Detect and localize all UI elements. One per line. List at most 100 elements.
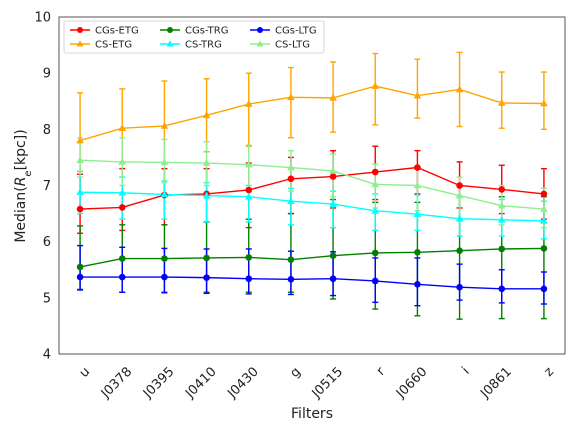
legend-label-cgs-trg: CGs-TRG xyxy=(185,26,228,37)
data-point-cgs-etg xyxy=(76,205,84,213)
x-tick-label: J0515 xyxy=(309,364,346,401)
data-point-cs-ltg xyxy=(118,157,127,165)
y-tick-label: 5 xyxy=(43,291,51,306)
series-line-cgs-ltg xyxy=(80,276,544,290)
data-point-cs-ltg xyxy=(371,180,380,188)
y-tick-label: 6 xyxy=(43,235,51,250)
data-point-cgs-trg xyxy=(456,247,463,254)
y-axis-label: Median(Re[kpc]) xyxy=(13,129,34,242)
legend-marker-cs-ltg xyxy=(256,40,264,47)
y-tick-label: 10 xyxy=(34,11,51,26)
errorbar-cgs-ltg xyxy=(330,251,337,297)
data-point-cs-ltg xyxy=(244,160,253,168)
legend-label-cs-trg: CS-TRG xyxy=(185,40,222,51)
data-point-cs-trg xyxy=(329,199,337,207)
data-point-cs-ltg xyxy=(455,191,464,199)
x-axis-label: Filters xyxy=(291,406,333,422)
data-point-cs-trg xyxy=(540,216,548,224)
data-point-cgs-trg xyxy=(76,263,84,271)
data-point-cgs-ltg xyxy=(287,275,295,283)
data-point-cs-etg xyxy=(371,81,380,89)
data-point-cgs-ltg xyxy=(76,273,84,281)
data-point-cgs-etg xyxy=(456,182,463,189)
data-point-cs-ltg xyxy=(329,166,337,174)
data-point-cgs-etg xyxy=(245,186,253,194)
legend-label-cgs-etg: CGs-ETG xyxy=(95,26,139,37)
y-tick-label: 7 xyxy=(43,179,51,194)
x-tick-label: g xyxy=(288,364,304,380)
data-point-cs-trg xyxy=(413,210,422,217)
errorbar-cs-ltg xyxy=(287,149,294,192)
x-axis-ticks: u J0378 J0395 J0410 J0430 g J0515 r J0660 i J0861 z xyxy=(77,364,557,402)
data-point-cgs-trg xyxy=(540,245,548,252)
errorbar-cs-etg xyxy=(414,58,421,119)
data-point-cgs-trg xyxy=(498,245,506,253)
legend-label-cs-etg: CS-ETG xyxy=(95,40,132,51)
data-point-cgs-etg xyxy=(329,173,337,180)
errorbar-cs-etg xyxy=(372,52,379,126)
legend-label-cgs-ltg: CGs-LTG xyxy=(275,26,317,37)
data-point-cgs-trg xyxy=(161,255,168,262)
data-point-cgs-ltg xyxy=(118,273,126,281)
series-line-cgs-trg xyxy=(79,247,544,268)
legend-marker-cs-etg xyxy=(76,40,84,47)
x-tick-label: J0430 xyxy=(224,364,261,401)
data-point-cs-ltg xyxy=(287,163,295,171)
data-point-cgs-ltg xyxy=(245,275,253,283)
legend-marker-cgs-ltg xyxy=(257,27,263,33)
data-point-cs-ltg xyxy=(497,201,506,209)
data-point-cgs-etg xyxy=(540,190,548,198)
data-point-cs-trg xyxy=(287,197,295,205)
data-point-cs-trg xyxy=(202,191,211,199)
data-point-cs-trg xyxy=(160,190,169,198)
data-point-cgs-ltg xyxy=(203,274,210,281)
data-point-cs-etg xyxy=(329,93,337,101)
data-point-cgs-ltg xyxy=(540,285,548,293)
data-point-cgs-etg xyxy=(287,175,295,183)
x-tick-label: r xyxy=(374,364,389,379)
data-point-cs-etg xyxy=(160,121,169,129)
data-point-cs-etg xyxy=(540,99,548,107)
data-point-cgs-trg xyxy=(414,249,421,256)
data-point-cs-trg xyxy=(244,192,253,200)
series-lines xyxy=(79,85,544,290)
data-point-cgs-etg xyxy=(371,168,379,176)
data-point-cs-ltg xyxy=(160,158,169,166)
data-point-cgs-etg xyxy=(414,164,421,171)
legend-marker-cgs-trg xyxy=(167,27,173,33)
data-point-cs-etg xyxy=(244,99,253,107)
data-point-cs-etg xyxy=(76,136,84,144)
x-tick-label: z xyxy=(542,364,558,380)
data-point-cgs-trg xyxy=(245,254,253,261)
legend: CGs-ETG CS-ETG CGs-TRG CS-TRG CGs-LTG CS-LTG xyxy=(63,20,325,54)
data-point-cs-etg xyxy=(287,93,295,101)
data-point-cgs-etg xyxy=(118,204,126,211)
data-point-cgs-etg xyxy=(498,186,506,193)
series-line-cs-ltg xyxy=(80,159,544,210)
y-tick-label: 8 xyxy=(43,123,51,138)
data-point-cgs-trg xyxy=(329,252,337,260)
data-point-cs-etg xyxy=(202,111,211,119)
data-point-cgs-ltg xyxy=(371,277,379,285)
legend-marker-cgs-etg xyxy=(77,27,83,33)
data-point-cs-etg xyxy=(455,85,464,93)
data-point-cgs-trg xyxy=(118,255,126,262)
data-point-cgs-trg xyxy=(203,254,210,262)
data-point-cs-trg xyxy=(76,188,84,196)
data-point-cgs-ltg xyxy=(161,273,168,281)
data-point-cgs-trg xyxy=(287,256,295,263)
data-point-cgs-trg xyxy=(371,249,379,257)
data-point-cs-trg xyxy=(497,215,506,223)
errorbar-cgs-ltg xyxy=(456,263,463,301)
series-markers xyxy=(76,81,548,293)
data-point-cs-trg xyxy=(118,188,127,196)
series-line-cgs-etg xyxy=(80,166,544,210)
data-point-cs-ltg xyxy=(202,158,211,166)
data-point-cs-ltg xyxy=(76,156,84,164)
data-point-cs-etg xyxy=(413,91,422,99)
x-tick-label: i xyxy=(459,364,472,377)
errorbar-cs-etg xyxy=(287,66,294,139)
data-point-cs-trg xyxy=(455,214,464,222)
y-tick-label: 4 xyxy=(43,348,51,363)
